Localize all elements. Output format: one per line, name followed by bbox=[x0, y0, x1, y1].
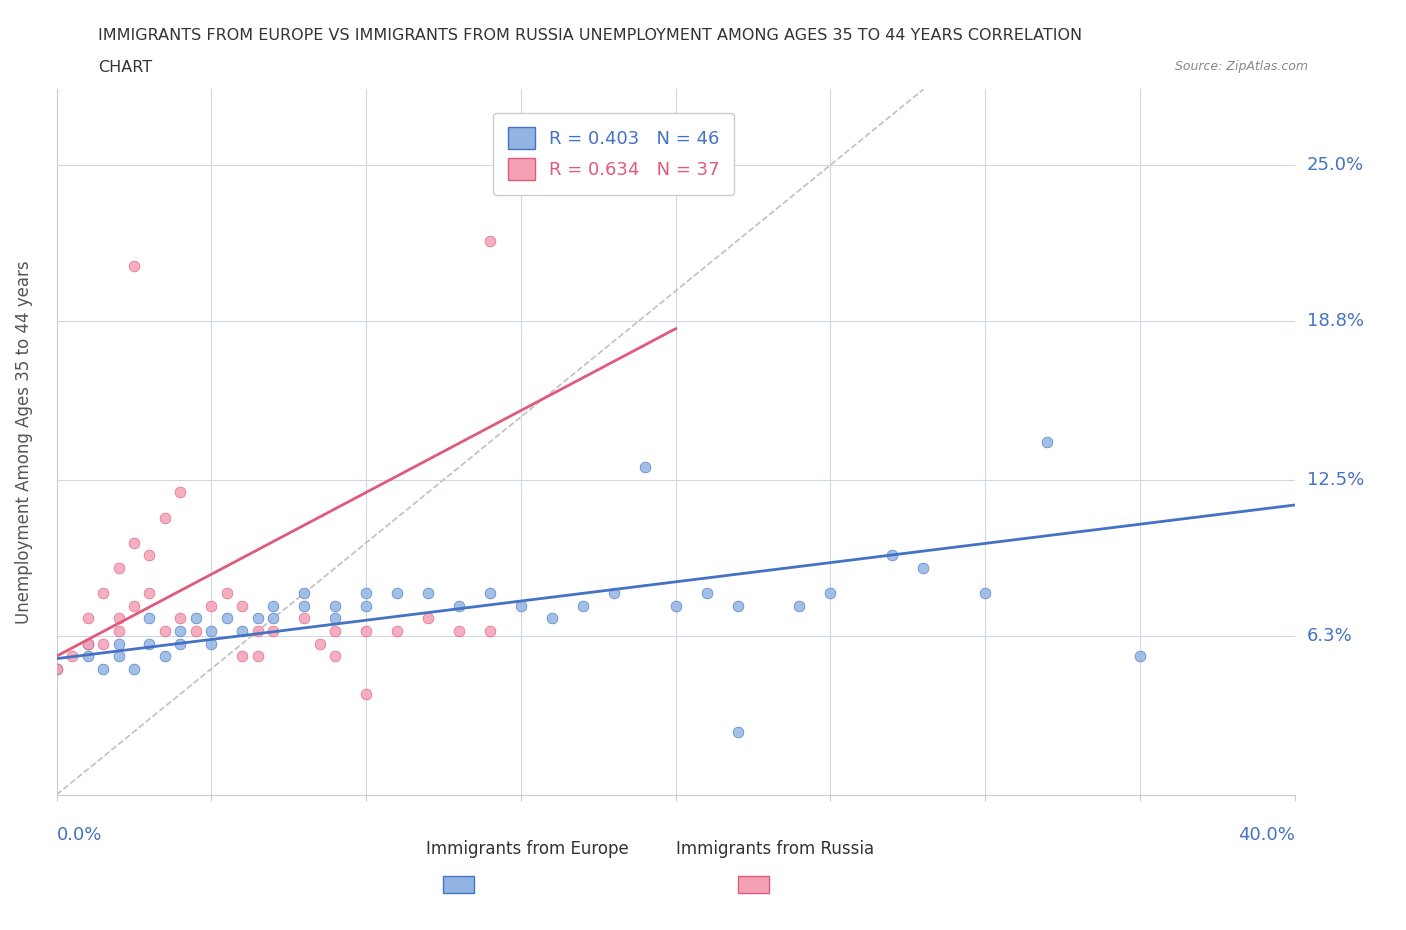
Point bbox=[231, 623, 253, 638]
Point bbox=[541, 611, 564, 626]
Text: 12.5%: 12.5% bbox=[1308, 471, 1364, 489]
Point bbox=[603, 586, 626, 601]
Point bbox=[231, 649, 253, 664]
Y-axis label: Unemployment Among Ages 35 to 44 years: Unemployment Among Ages 35 to 44 years bbox=[15, 260, 32, 624]
Point bbox=[354, 686, 377, 701]
Text: 0.0%: 0.0% bbox=[56, 827, 103, 844]
Point bbox=[122, 598, 145, 613]
Point bbox=[246, 649, 269, 664]
Point bbox=[882, 548, 904, 563]
Text: 25.0%: 25.0% bbox=[1308, 156, 1364, 174]
Point bbox=[262, 598, 284, 613]
Point bbox=[76, 649, 98, 664]
Point bbox=[292, 598, 315, 613]
Point bbox=[153, 623, 176, 638]
Point bbox=[138, 548, 160, 563]
Point bbox=[572, 598, 595, 613]
Point bbox=[323, 623, 346, 638]
Point bbox=[416, 586, 439, 601]
Point bbox=[246, 611, 269, 626]
Point bbox=[634, 459, 657, 474]
Point bbox=[107, 649, 129, 664]
Point bbox=[169, 636, 191, 651]
Point bbox=[76, 636, 98, 651]
Point bbox=[354, 623, 377, 638]
Point bbox=[122, 259, 145, 273]
Point bbox=[184, 623, 207, 638]
Text: Source: ZipAtlas.com: Source: ZipAtlas.com bbox=[1174, 60, 1308, 73]
Point bbox=[107, 623, 129, 638]
Point bbox=[138, 611, 160, 626]
Point bbox=[153, 511, 176, 525]
Point bbox=[184, 611, 207, 626]
Text: 18.8%: 18.8% bbox=[1308, 312, 1364, 330]
Point bbox=[354, 598, 377, 613]
Point bbox=[169, 611, 191, 626]
Point bbox=[91, 636, 114, 651]
Point bbox=[1129, 649, 1152, 664]
Point bbox=[323, 649, 346, 664]
Point bbox=[323, 611, 346, 626]
Point bbox=[478, 586, 501, 601]
Point bbox=[447, 623, 470, 638]
Point bbox=[1036, 434, 1059, 449]
Text: CHART: CHART bbox=[98, 60, 152, 75]
Point bbox=[974, 586, 997, 601]
Point bbox=[45, 661, 67, 676]
Text: 6.3%: 6.3% bbox=[1308, 627, 1353, 645]
Point bbox=[447, 598, 470, 613]
Point bbox=[820, 586, 842, 601]
Point bbox=[323, 598, 346, 613]
Point bbox=[76, 636, 98, 651]
Point bbox=[292, 586, 315, 601]
Point bbox=[308, 636, 330, 651]
Point bbox=[169, 623, 191, 638]
Point bbox=[246, 623, 269, 638]
Point bbox=[138, 636, 160, 651]
Point bbox=[45, 661, 67, 676]
Point bbox=[727, 598, 749, 613]
Point bbox=[200, 636, 222, 651]
Point bbox=[478, 233, 501, 248]
Point bbox=[509, 598, 531, 613]
Point bbox=[107, 636, 129, 651]
Point bbox=[60, 649, 83, 664]
Point bbox=[385, 623, 408, 638]
Point bbox=[354, 586, 377, 601]
Text: 40.0%: 40.0% bbox=[1237, 827, 1295, 844]
Point bbox=[91, 586, 114, 601]
Point bbox=[912, 561, 935, 576]
Text: Immigrants from Russia: Immigrants from Russia bbox=[676, 841, 873, 858]
Point bbox=[76, 611, 98, 626]
Point bbox=[478, 623, 501, 638]
Point bbox=[200, 623, 222, 638]
Point bbox=[262, 623, 284, 638]
Text: IMMIGRANTS FROM EUROPE VS IMMIGRANTS FROM RUSSIA UNEMPLOYMENT AMONG AGES 35 TO 4: IMMIGRANTS FROM EUROPE VS IMMIGRANTS FRO… bbox=[98, 28, 1083, 43]
Point bbox=[122, 536, 145, 551]
Point bbox=[727, 724, 749, 739]
Point bbox=[231, 598, 253, 613]
Point bbox=[215, 586, 238, 601]
Point bbox=[138, 586, 160, 601]
Point bbox=[665, 598, 688, 613]
Point bbox=[122, 661, 145, 676]
Point bbox=[107, 561, 129, 576]
Point bbox=[169, 485, 191, 499]
Point bbox=[107, 611, 129, 626]
Text: Immigrants from Europe: Immigrants from Europe bbox=[426, 841, 628, 858]
Point bbox=[91, 661, 114, 676]
Point bbox=[789, 598, 811, 613]
Point bbox=[200, 598, 222, 613]
Point bbox=[262, 611, 284, 626]
Point bbox=[292, 611, 315, 626]
Point bbox=[416, 611, 439, 626]
Legend: R = 0.403   N = 46, R = 0.634   N = 37: R = 0.403 N = 46, R = 0.634 N = 37 bbox=[494, 113, 734, 194]
Point bbox=[215, 611, 238, 626]
Point bbox=[385, 586, 408, 601]
Point bbox=[696, 586, 718, 601]
Point bbox=[153, 649, 176, 664]
